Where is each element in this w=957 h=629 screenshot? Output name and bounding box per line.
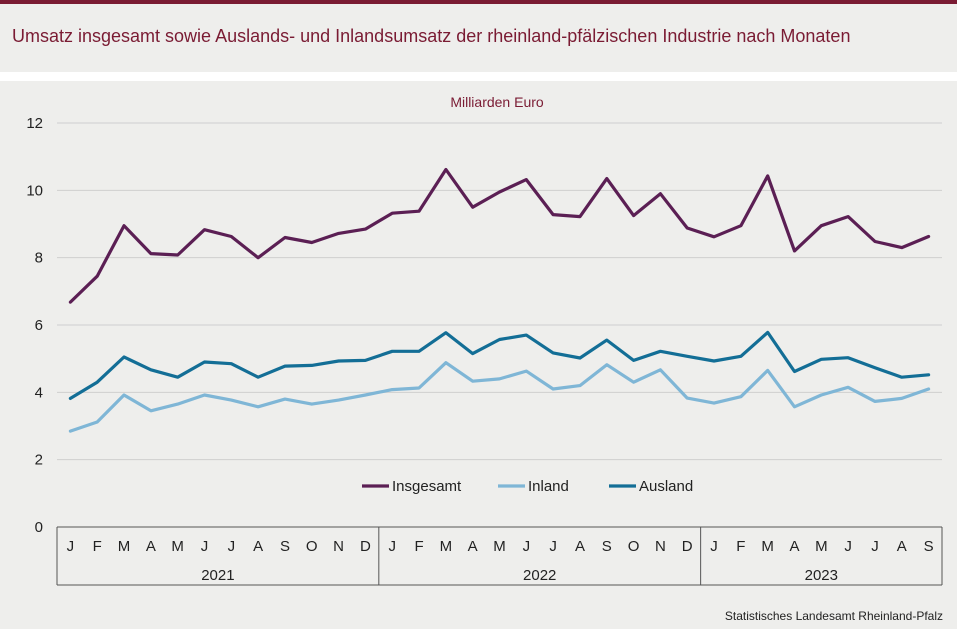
year-label-2023: 2023 xyxy=(805,567,838,584)
unit-label: Milliarden Euro xyxy=(450,94,544,110)
legend-label-inland: Inland xyxy=(528,478,569,495)
year-label-2021: 2021 xyxy=(201,567,234,584)
month-label: M xyxy=(118,538,131,555)
y-tick-label-8: 8 xyxy=(35,250,43,267)
month-label: M xyxy=(493,538,506,555)
month-label: O xyxy=(628,538,640,555)
month-label: F xyxy=(414,538,423,555)
month-label: J xyxy=(67,538,75,555)
month-label: J xyxy=(710,538,718,555)
month-label: J xyxy=(844,538,852,555)
month-label: M xyxy=(440,538,453,555)
header-separator xyxy=(0,72,957,81)
y-tick-label-10: 10 xyxy=(26,182,43,199)
month-label: D xyxy=(360,538,371,555)
month-label: A xyxy=(468,538,478,555)
series-line-ausland xyxy=(68,330,931,400)
month-label: N xyxy=(655,538,666,555)
series-lines xyxy=(68,167,931,433)
month-label: J xyxy=(871,538,879,555)
month-label: J xyxy=(228,538,236,555)
top-accent-bar xyxy=(0,0,957,4)
month-label: J xyxy=(523,538,531,555)
month-label: S xyxy=(602,538,612,555)
y-tick-label-4: 4 xyxy=(35,384,43,401)
month-label: A xyxy=(575,538,585,555)
source-note: Statistisches Landesamt Rheinland-Pfalz xyxy=(724,609,943,623)
month-label: A xyxy=(253,538,263,555)
chart-header: Umsatz insgesamt sowie Auslands- und Inl… xyxy=(0,4,957,72)
month-label: A xyxy=(897,538,907,555)
month-label: O xyxy=(306,538,318,555)
y-tick-label-2: 2 xyxy=(35,452,43,469)
y-tick-label-6: 6 xyxy=(35,317,43,334)
legend-label-ausland: Ausland xyxy=(639,478,693,495)
legend: Insgesamt Inland Ausland xyxy=(362,478,693,495)
month-label: A xyxy=(146,538,156,555)
month-label: D xyxy=(682,538,693,555)
series-line-inland xyxy=(68,361,931,433)
month-label: M xyxy=(815,538,828,555)
month-label: S xyxy=(924,538,934,555)
legend-label-insgesamt: Insgesamt xyxy=(392,478,462,495)
series-line-insgesamt xyxy=(68,167,931,304)
month-label: F xyxy=(736,538,745,555)
month-label: A xyxy=(789,538,799,555)
month-label: M xyxy=(761,538,774,555)
month-label: M xyxy=(171,538,184,555)
month-label: N xyxy=(333,538,344,555)
y-tick-label-12: 12 xyxy=(26,115,43,132)
chart-title: Umsatz insgesamt sowie Auslands- und Inl… xyxy=(12,26,851,46)
grid-lines xyxy=(57,122,942,461)
y-axis-ticks: 0 2 4 6 8 10 12 xyxy=(26,115,43,536)
month-label: J xyxy=(549,538,557,555)
y-tick-label-0: 0 xyxy=(35,519,43,536)
month-label: F xyxy=(93,538,102,555)
year-label-2022: 2022 xyxy=(523,567,556,584)
month-label: J xyxy=(201,538,209,555)
month-label: J xyxy=(388,538,396,555)
month-label: S xyxy=(280,538,290,555)
